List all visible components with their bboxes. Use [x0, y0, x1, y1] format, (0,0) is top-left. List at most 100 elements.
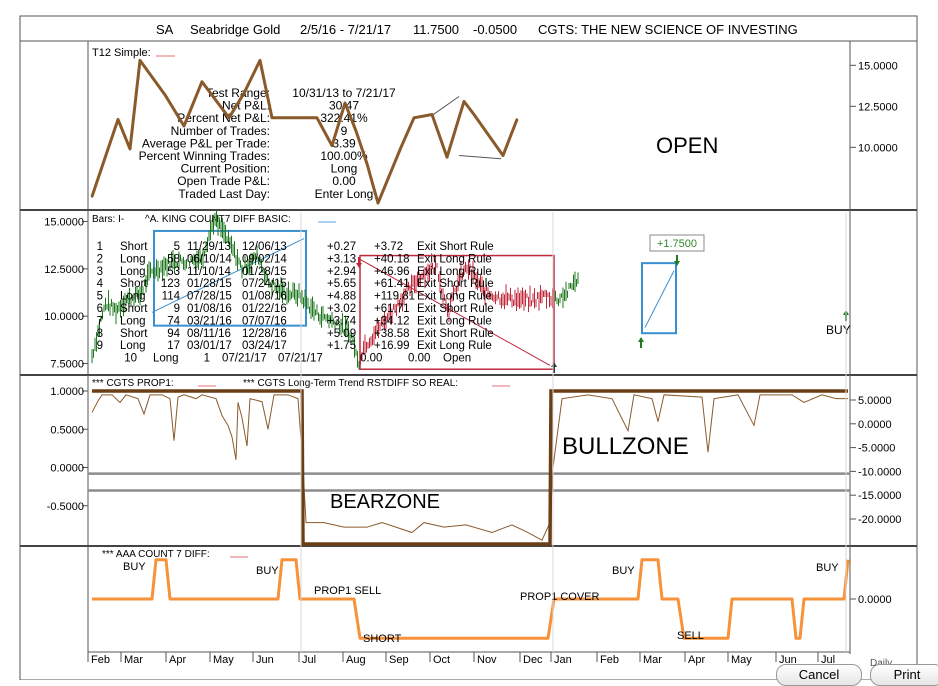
date-axis-label: Mar	[643, 654, 662, 666]
trade-cell-no: 10	[124, 353, 137, 365]
trade-cell-no: 9	[97, 340, 103, 352]
trade-cell-entry: 07/21/17	[222, 353, 267, 365]
trade-cell-entry: 01/28/15	[187, 278, 232, 290]
aaa-series-label: *** AAA COUNT 7 DIFF:	[102, 549, 210, 560]
header-brand: CGTS: THE NEW SCIENCE OF INVESTING	[538, 22, 798, 37]
date-axis-label: Apr	[169, 654, 186, 666]
cancel-button[interactable]: Cancel	[776, 664, 862, 686]
prop1-panel: *** CGTS PROP1: *** CGTS Long-Term Trend…	[47, 378, 902, 546]
trade-cell-exit: 07/07/16	[242, 315, 287, 327]
trend-y-tick-label: -20.0000	[858, 514, 901, 526]
stat-label: Current Position:	[181, 162, 270, 176]
equity-point	[430, 113, 434, 116]
bullzone-annotation: BULLZONE	[562, 433, 689, 460]
aaa-annotation-buy-1: BUY	[123, 561, 146, 573]
equity-point	[472, 113, 476, 116]
trade-cell-side: Short	[120, 241, 148, 253]
date-axis-label: Oct	[433, 654, 450, 666]
trade-cell-cum: 0.00	[408, 353, 430, 365]
trade-cell-exit: 09/02/14	[242, 253, 287, 265]
down-arrow-icon	[674, 255, 680, 266]
date-axis: Feb Mar Apr May Jun Jul Aug Sep Oct Nov Dec Jan Feb M…	[87, 212, 847, 666]
date-axis-label: Jun	[256, 654, 274, 666]
trade-cell-cum: +34.12	[374, 315, 410, 327]
trend-y-tick-label: -15.0000	[858, 490, 901, 502]
trend-y-tick-label: 5.0000	[858, 395, 892, 407]
trade-cell-entry: 01/08/16	[187, 303, 232, 315]
aaa-annotation-buy-2: BUY	[256, 565, 279, 577]
prop1-y-tick-label: 1.0000	[50, 386, 84, 398]
price-series-label-1: Bars: I-	[92, 214, 124, 225]
price-y-axis: 15.0000 12.5000 10.0000 7.5000	[44, 216, 88, 371]
aaa-y-axis: 0.0000	[850, 594, 892, 606]
trade-label: +1.7500	[657, 238, 697, 250]
aaa-series	[92, 558, 850, 640]
equity-point	[242, 92, 246, 95]
period-label: Daily	[870, 658, 892, 669]
trade-cell-side: Short	[120, 303, 148, 315]
equity-point	[90, 195, 94, 198]
trade-cell-pnl: +5.09	[327, 328, 356, 340]
equity-point	[515, 118, 519, 121]
equity-panel: T12 Simple: 15.0000 12.5000 10.0000 Test R…	[90, 47, 898, 205]
prop1-series	[88, 389, 850, 546]
trade-cell-rule: Exit Short Rule	[417, 303, 494, 315]
equity-y-tick-label: 12.5000	[858, 101, 898, 113]
trend-y-tick-label: -10.0000	[858, 466, 901, 478]
equity-line	[90, 58, 519, 205]
prop1-y-tick-label: 0.5000	[50, 424, 84, 436]
equity-point	[330, 144, 334, 147]
trade-cell-bars: 17	[167, 340, 180, 352]
trade-cell-no: 3	[97, 266, 103, 278]
trade-cell-rule: Exit Short Rule	[417, 241, 494, 253]
header-box	[19, 15, 918, 42]
date-axis-label: Jul	[821, 654, 835, 666]
equity-point	[288, 116, 292, 120]
price-y-tick-label: 10.0000	[44, 311, 84, 323]
open-channel-upper	[430, 96, 460, 117]
equity-point	[365, 162, 369, 165]
trade-cell-side: Long	[120, 315, 146, 327]
trade-cell-exit: 01/28/15	[242, 266, 287, 278]
date-axis-label: Jun	[779, 654, 797, 666]
price-panel: Bars: I- ^A. KING COUNT7 DIFF BASIC: 15.…	[44, 210, 851, 373]
trade-cell-no: 1	[97, 241, 103, 253]
trade-cell-rule: Exit Long Rule	[417, 253, 492, 265]
trade-cell-pnl: +1.75	[327, 340, 356, 352]
trade-cell-pnl: +4.88	[327, 291, 356, 303]
trade-cell-cum: +46.96	[374, 266, 410, 278]
trade-boxes	[151, 229, 677, 370]
equity-point	[315, 116, 319, 120]
down-arrow-icon	[356, 257, 362, 268]
aaa-annotation-short: SHORT	[363, 633, 402, 645]
price-y-tick-label: 7.5000	[50, 359, 84, 371]
prop1-y-tick-label: 0.0000	[50, 463, 84, 475]
stat-label: Percent Winning Trades:	[139, 149, 270, 163]
equity-point	[227, 116, 231, 120]
prop1-y-axis: 1.0000 0.5000 0.0000 -0.5000 5.0000 0.0000 -5.…	[47, 386, 902, 526]
print-button[interactable]: Print	[870, 664, 938, 686]
trade-cell-cum: +16.99	[374, 340, 410, 352]
header-change: -0.0500	[473, 22, 517, 37]
stat-value: 322.41%	[320, 111, 368, 125]
stat-label: Traded Last Day:	[178, 187, 270, 201]
trade-cell-side: Long	[120, 253, 146, 265]
stat-value: 9	[341, 124, 348, 138]
trade-cell-bars: 94	[167, 328, 180, 340]
trade-trendline-3	[359, 258, 551, 366]
aaa-annotation-prop1-cover: PROP1 COVER	[520, 591, 600, 603]
date-axis-label: Dec	[523, 654, 543, 666]
trade-cell-bars: 9	[174, 303, 180, 315]
stat-value: 100.00%	[320, 149, 368, 163]
trade-cell-no: 2	[97, 253, 103, 265]
trade-cell-cum: +3.72	[374, 241, 403, 253]
trade-cell-cum: +61.71	[374, 303, 410, 315]
trade-cell-rule: Exit Long Rule	[417, 266, 492, 278]
stat-label: Test Range:	[206, 86, 270, 100]
trade-cell-cum: +40.18	[374, 253, 410, 265]
trade-cell-pnl: +3.02	[327, 303, 356, 315]
equity-point	[354, 129, 358, 133]
trade-cell-side: Long	[120, 291, 146, 303]
trade-cell-bars: 1	[204, 353, 210, 365]
trade-cell-exit: 12/06/13	[242, 241, 287, 253]
